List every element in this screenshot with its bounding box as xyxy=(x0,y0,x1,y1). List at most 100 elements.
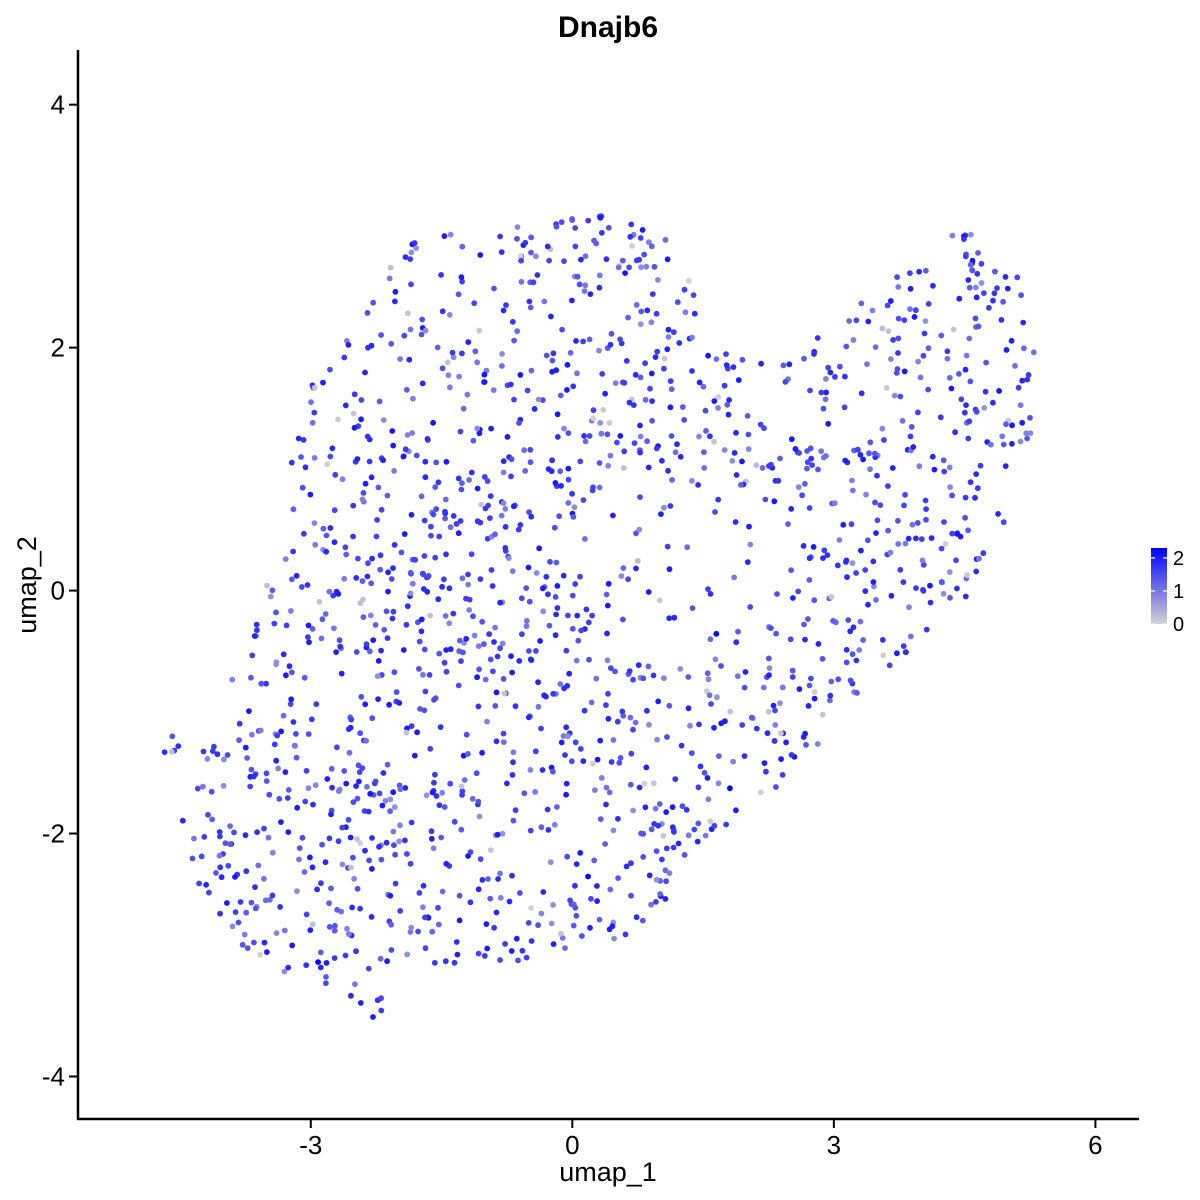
cell-point xyxy=(572,739,579,746)
cell-point xyxy=(422,458,429,465)
cell-point xyxy=(910,444,917,450)
cell-point xyxy=(664,543,671,550)
cell-point xyxy=(606,789,613,796)
cell-point xyxy=(591,857,598,864)
cell-point xyxy=(640,675,647,682)
cell-point xyxy=(556,513,563,520)
cell-point xyxy=(940,590,947,597)
cell-point xyxy=(843,343,850,350)
cell-point xyxy=(665,326,672,333)
cell-point xyxy=(482,676,489,683)
cell-point xyxy=(523,623,530,630)
cell-point xyxy=(723,821,729,828)
cell-point xyxy=(568,758,575,765)
cell-point xyxy=(422,688,429,695)
cell-point xyxy=(731,574,737,581)
cell-point xyxy=(481,379,488,385)
cell-point xyxy=(623,358,630,364)
cell-point xyxy=(311,409,318,416)
cell-point xyxy=(598,229,605,236)
cell-point xyxy=(357,840,364,846)
cell-point xyxy=(830,617,836,624)
cell-point xyxy=(563,724,570,731)
cell-point xyxy=(411,240,418,246)
cell-point xyxy=(961,409,968,416)
cell-point xyxy=(633,302,640,308)
cell-point xyxy=(421,646,428,653)
cell-point xyxy=(1009,440,1015,447)
cell-point xyxy=(299,484,306,491)
cell-point xyxy=(627,781,634,788)
cell-point xyxy=(384,958,390,965)
cell-point xyxy=(407,326,414,333)
cell-point xyxy=(727,708,734,715)
cell-point xyxy=(670,844,677,851)
cell-point xyxy=(831,500,838,507)
cell-point xyxy=(293,731,299,737)
cell-point xyxy=(378,1007,385,1014)
cell-point xyxy=(657,891,663,897)
cell-point xyxy=(327,525,334,531)
cell-point xyxy=(364,433,371,440)
cell-point xyxy=(927,582,933,589)
cell-point xyxy=(978,260,985,267)
cell-point xyxy=(908,424,915,430)
cell-point xyxy=(790,595,796,601)
cell-point xyxy=(671,614,678,621)
cell-point xyxy=(995,511,1001,517)
cell-point xyxy=(652,805,659,812)
cell-point xyxy=(409,430,416,436)
cell-point xyxy=(470,437,477,444)
cell-point xyxy=(360,614,367,620)
cell-point xyxy=(920,587,926,593)
cell-point xyxy=(322,859,329,866)
cell-point xyxy=(357,1000,364,1006)
cell-point xyxy=(554,434,561,440)
cell-point xyxy=(355,555,361,562)
cell-point xyxy=(497,599,503,606)
cell-point xyxy=(620,379,626,386)
cell-point xyxy=(678,742,685,749)
cell-point xyxy=(962,593,969,600)
cell-point xyxy=(766,463,772,469)
cell-point xyxy=(386,275,393,282)
cell-point xyxy=(262,897,269,904)
cell-point xyxy=(811,351,817,357)
cell-point xyxy=(387,796,394,803)
cell-point xyxy=(581,288,588,294)
cell-point xyxy=(707,636,714,643)
cell-point xyxy=(390,442,397,449)
cell-point xyxy=(887,298,894,304)
cell-point xyxy=(516,420,522,426)
cell-point xyxy=(422,474,429,481)
cell-point xyxy=(582,253,589,260)
cell-point xyxy=(659,856,665,863)
cell-point xyxy=(540,608,547,615)
cell-point xyxy=(691,310,698,317)
cell-point xyxy=(994,285,1000,291)
cell-point xyxy=(407,256,414,262)
cell-point xyxy=(604,657,611,664)
cell-point xyxy=(350,502,357,509)
cell-point xyxy=(307,854,313,861)
cell-point xyxy=(481,371,488,378)
cell-point xyxy=(715,405,721,411)
cell-point xyxy=(283,672,289,679)
cell-point xyxy=(888,592,895,599)
cell-point xyxy=(397,908,404,914)
cell-point xyxy=(596,284,603,291)
cell-point xyxy=(610,737,617,743)
y-tick-label: 2 xyxy=(51,333,65,363)
cell-point xyxy=(241,931,248,938)
cell-point xyxy=(620,712,627,719)
cell-point xyxy=(531,406,538,412)
cell-point xyxy=(418,331,425,338)
cell-point xyxy=(571,504,578,511)
cell-point xyxy=(350,854,356,861)
cell-point xyxy=(548,468,555,475)
cell-point xyxy=(705,676,712,683)
cell-point xyxy=(557,681,564,687)
colorbar-legend: 210 xyxy=(1151,548,1184,636)
cell-point xyxy=(281,927,288,934)
